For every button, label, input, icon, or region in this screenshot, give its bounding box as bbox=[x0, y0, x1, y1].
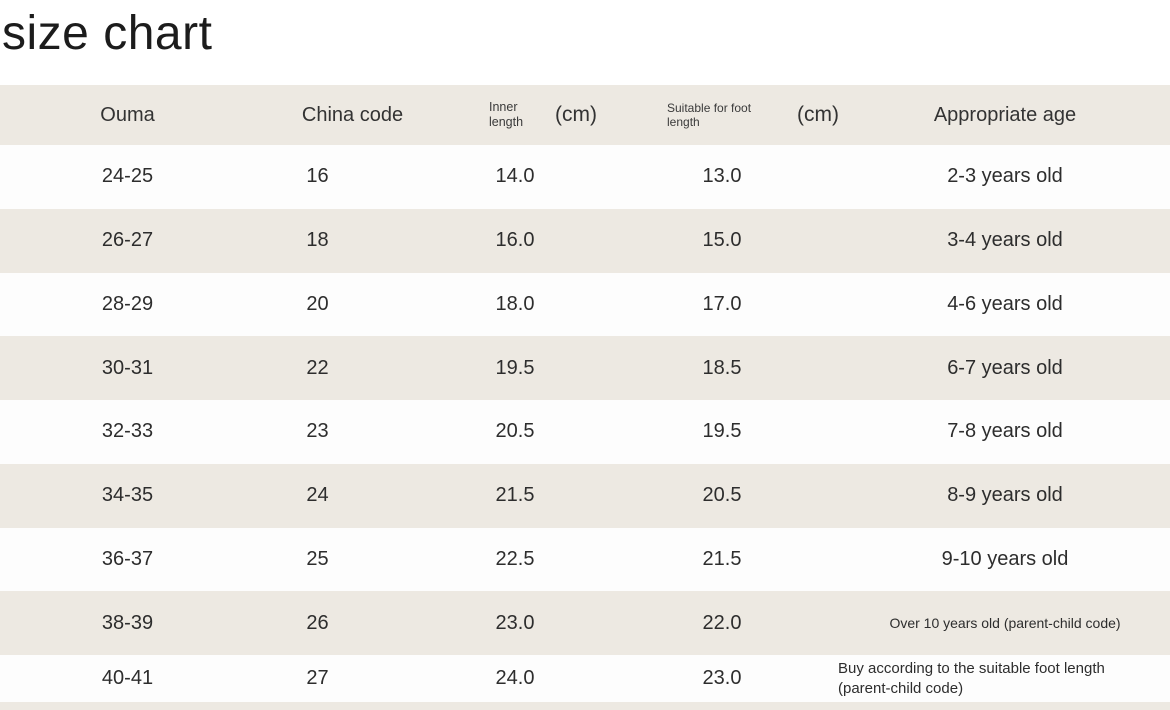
inner-length-label: Inner length bbox=[489, 100, 524, 129]
foot-length-unit: (cm) bbox=[797, 103, 839, 126]
header-cell-appropriate-age: Appropriate age bbox=[933, 103, 1077, 126]
foot-length-header-group: Suitable for foot length (cm) bbox=[667, 101, 839, 130]
table-cell: 23.0 bbox=[702, 667, 742, 689]
size-table: Ouma China code Inner length (cm) Suitab… bbox=[0, 85, 1170, 702]
table-cell: 26 bbox=[306, 611, 329, 634]
bottom-strip bbox=[0, 702, 1170, 710]
table-cell: 21.5 bbox=[495, 484, 535, 507]
table-row: 34-35 24 21.5 20.5 8-9 years old bbox=[0, 463, 1170, 528]
table-cell: 8-9 years old bbox=[947, 484, 1063, 507]
table-cell: 18.0 bbox=[495, 292, 535, 315]
table-cell: 22.0 bbox=[702, 611, 742, 634]
table-cell: 25 bbox=[306, 547, 329, 570]
table-cell: 19.5 bbox=[702, 420, 742, 443]
header-cell-inner-length: Inner length (cm) bbox=[420, 85, 610, 145]
header-cell-foot-length: Suitable for foot length (cm) bbox=[610, 85, 850, 145]
table-cell: 30-31 bbox=[101, 356, 154, 379]
table-cell: 23.0 bbox=[495, 611, 535, 634]
table-header-row: Ouma China code Inner length (cm) Suitab… bbox=[0, 85, 1170, 145]
table-cell: 22.5 bbox=[495, 547, 535, 570]
inner-length-header-group: Inner length (cm) bbox=[489, 100, 597, 130]
foot-length-label: Suitable for foot length bbox=[667, 100, 752, 129]
table-cell: 13.0 bbox=[702, 165, 742, 188]
table-cell: 26-27 bbox=[101, 229, 154, 252]
table-cell: 17.0 bbox=[702, 292, 742, 315]
table-cell: 24.0 bbox=[495, 667, 535, 689]
title-bar: size chart bbox=[0, 0, 1170, 85]
table-cell: 36-37 bbox=[101, 547, 154, 570]
table-row: 36-37 25 22.5 21.5 9-10 years old bbox=[0, 527, 1170, 592]
table-cell: 2-3 years old bbox=[947, 165, 1063, 188]
table-cell: Buy according to the suitable foot lengt… bbox=[838, 660, 1105, 697]
table-cell: 16.0 bbox=[495, 229, 535, 252]
table-cell: 15.0 bbox=[702, 229, 742, 252]
table-cell: 21.5 bbox=[702, 547, 742, 570]
table-cell: 23 bbox=[306, 420, 329, 443]
table-cell: 19.5 bbox=[495, 356, 535, 379]
table-cell: 18 bbox=[306, 229, 329, 252]
table-row: 40-41 27 24.0 23.0 Buy according to the suit… bbox=[0, 655, 1170, 702]
table-cell: 40-41 bbox=[101, 667, 154, 689]
table-cell: 38-39 bbox=[101, 611, 154, 634]
table-row: 38-39 26 23.0 22.0 Over 10 years old (parent… bbox=[0, 591, 1170, 655]
table-cell: 6-7 years old bbox=[947, 356, 1063, 379]
table-cell: 20.5 bbox=[702, 484, 742, 507]
table-cell: 24-25 bbox=[101, 165, 154, 188]
inner-length-unit: (cm) bbox=[555, 103, 597, 126]
table-cell: 4-6 years old bbox=[947, 292, 1063, 315]
table-row: 26-27 18 16.0 15.0 3-4 years old bbox=[0, 208, 1170, 273]
table-row: 28-29 20 18.0 17.0 4-6 years old bbox=[0, 272, 1170, 337]
table-cell: 18.5 bbox=[702, 356, 742, 379]
table-cell: 22 bbox=[306, 356, 329, 379]
table-cell: 9-10 years old bbox=[941, 547, 1069, 570]
table-row: 30-31 22 19.5 18.5 6-7 years old bbox=[0, 336, 1170, 400]
page-title: size chart bbox=[2, 7, 213, 60]
table-cell: 32-33 bbox=[101, 420, 154, 443]
table-body: 24-25 16 14.0 13.0 2-3 years old 26-27 18 16.0 1… bbox=[0, 145, 1170, 702]
table-cell: 7-8 years old bbox=[947, 420, 1063, 443]
table-cell: 34-35 bbox=[101, 484, 154, 507]
table-cell: 16 bbox=[306, 165, 329, 188]
header-cell-ouma: Ouma bbox=[100, 103, 155, 126]
table-cell: 28-29 bbox=[101, 292, 154, 315]
table-cell: 24 bbox=[306, 484, 329, 507]
table-cell: 3-4 years old bbox=[947, 229, 1063, 252]
header-cell-china-code: China code bbox=[301, 103, 404, 126]
table-cell: 27 bbox=[306, 667, 329, 689]
table-cell: Over 10 years old (parent-child code) bbox=[889, 615, 1121, 632]
table-row: 24-25 16 14.0 13.0 2-3 years old bbox=[0, 145, 1170, 209]
table-row: 32-33 23 20.5 19.5 7-8 years old bbox=[0, 400, 1170, 464]
table-cell: 20 bbox=[306, 292, 329, 315]
table-cell: 14.0 bbox=[495, 165, 535, 188]
table-cell: 20.5 bbox=[495, 420, 535, 443]
